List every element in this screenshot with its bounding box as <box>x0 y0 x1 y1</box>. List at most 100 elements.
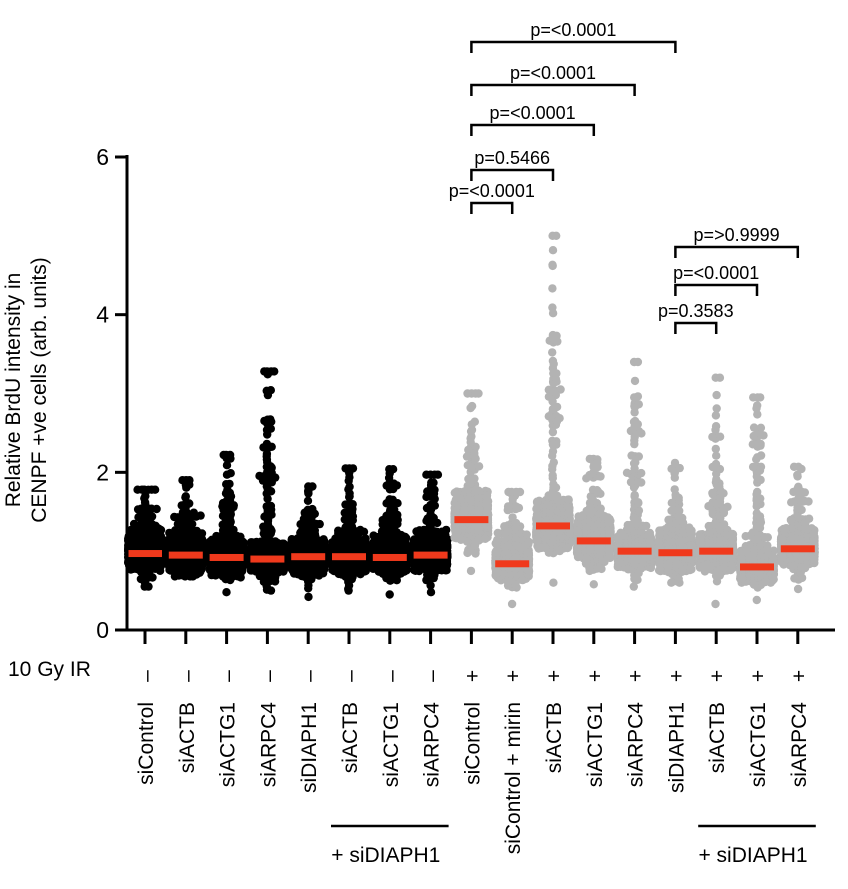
data-point <box>596 509 605 518</box>
data-point <box>466 438 475 447</box>
data-point <box>260 512 269 521</box>
data-point <box>633 575 642 584</box>
series-points-0 <box>124 485 166 591</box>
data-point <box>310 509 319 518</box>
data-point <box>503 502 513 511</box>
data-point <box>219 450 228 460</box>
data-point <box>170 512 179 522</box>
data-point <box>634 400 643 409</box>
data-point <box>555 546 564 556</box>
data-point <box>222 588 231 597</box>
data-point <box>386 576 395 585</box>
data-point <box>552 491 562 500</box>
data-point <box>556 385 565 394</box>
data-point <box>178 476 187 485</box>
data-point <box>504 487 513 497</box>
data-point <box>226 469 235 478</box>
data-point <box>222 461 232 470</box>
data-point <box>582 506 591 516</box>
data-point <box>633 357 643 367</box>
data-point <box>359 527 369 536</box>
data-point <box>185 499 194 508</box>
series-points-6 <box>368 465 411 599</box>
data-point <box>500 522 509 531</box>
data-point <box>148 573 157 582</box>
data-point <box>548 246 558 255</box>
data-point <box>549 334 558 344</box>
data-point <box>267 510 276 519</box>
data-point <box>482 507 492 516</box>
data-point <box>515 542 524 551</box>
data-point <box>399 536 409 546</box>
data-point <box>307 575 316 584</box>
data-point <box>552 231 561 240</box>
data-point <box>429 573 438 583</box>
data-point <box>340 515 349 524</box>
data-point <box>278 564 287 573</box>
series-points-1 <box>164 476 207 581</box>
data-point <box>442 525 451 535</box>
data-point <box>236 532 245 541</box>
data-point <box>247 543 257 552</box>
data-point <box>470 541 480 550</box>
data-point <box>548 427 558 437</box>
data-point <box>144 582 153 591</box>
data-point <box>642 521 651 531</box>
data-point <box>304 489 313 498</box>
data-point <box>260 416 269 426</box>
data-point <box>423 514 432 523</box>
data-point <box>511 580 520 590</box>
data-point <box>303 496 313 505</box>
data-point <box>402 566 411 575</box>
data-point <box>549 458 558 467</box>
data-point <box>344 586 353 595</box>
data-point <box>219 505 228 514</box>
data-point <box>471 485 480 494</box>
data-point <box>348 512 358 521</box>
data-point <box>463 389 472 398</box>
data-point <box>304 592 313 602</box>
data-point <box>422 492 431 502</box>
data-point <box>334 526 343 535</box>
data-point <box>129 519 139 529</box>
data-point <box>470 417 479 426</box>
data-point <box>474 462 484 471</box>
data-point <box>181 492 190 501</box>
data-point <box>466 566 476 576</box>
data-point <box>572 526 582 536</box>
data-point <box>524 566 533 575</box>
data-point <box>232 569 242 578</box>
data-point <box>369 542 379 551</box>
data-point <box>196 511 205 520</box>
data-point <box>152 504 161 514</box>
data-point <box>606 526 615 535</box>
data-point <box>534 544 543 553</box>
data-point <box>629 582 638 591</box>
data-point <box>481 534 490 543</box>
data-point <box>631 458 640 467</box>
data-point <box>266 386 275 395</box>
data-point <box>289 569 299 578</box>
data-point <box>622 468 632 477</box>
data-point <box>442 561 452 570</box>
data-point <box>596 472 605 481</box>
data-point <box>548 397 557 406</box>
data-point <box>482 521 491 530</box>
data-point <box>229 525 238 535</box>
data-point <box>382 481 391 490</box>
data-point <box>626 426 636 436</box>
data-point <box>414 530 424 539</box>
data-point <box>523 548 532 557</box>
data-point <box>441 540 450 550</box>
data-point <box>229 501 238 510</box>
data-point <box>563 543 572 553</box>
data-point <box>433 518 442 528</box>
data-point <box>634 498 643 507</box>
data-point <box>630 439 639 449</box>
data-point <box>548 284 557 293</box>
data-point <box>133 485 142 494</box>
data-point <box>551 483 561 492</box>
data-point <box>192 570 201 579</box>
data-point <box>197 562 206 571</box>
